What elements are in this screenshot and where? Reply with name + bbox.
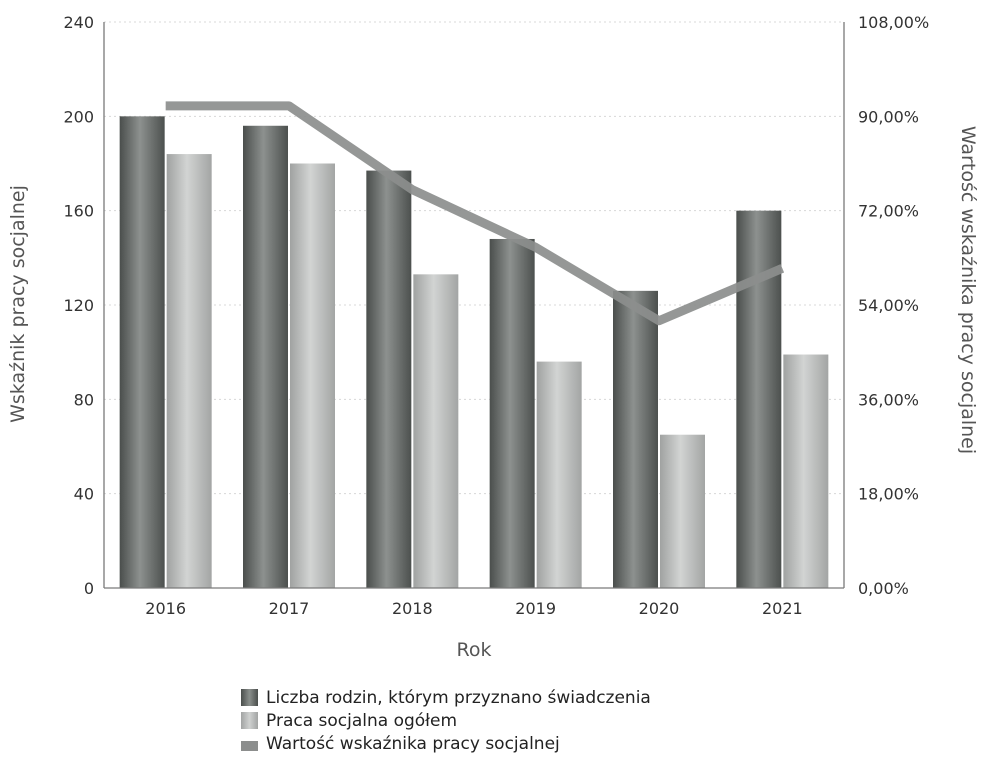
x-tick-label: 2019	[515, 599, 556, 618]
y2-tick-label: 0,00%	[858, 579, 909, 598]
bar-social-work-2019	[536, 361, 582, 588]
bars-layer	[119, 116, 829, 589]
legend-label-index: Wartość wskaźnika pracy socjalnej	[266, 733, 560, 754]
bar-social-work-2017	[290, 163, 335, 588]
left-axis-ticks: 0 40 80 120 160 200 240	[63, 13, 94, 598]
bar-families-2019	[489, 238, 535, 588]
combo-chart: 0 40 80 120 160 200 240 0,00% 18,00% 36,00% 54,00…	[7, 13, 979, 661]
x-tick-label: 2018	[392, 599, 433, 618]
index-line	[165, 101, 785, 326]
legend-swatch-index	[241, 740, 258, 751]
legend-item-families: Liczba rodzin, którym przyznano świadcze…	[241, 686, 651, 709]
legend-label-families: Liczba rodzin, którym przyznano świadcze…	[266, 687, 651, 708]
right-axis-ticks: 0,00% 18,00% 36,00% 54,00% 72,00% 90,00% 108,0…	[858, 13, 929, 598]
y2-axis-title: Wartość wskaźnika pracy socjalnej	[957, 126, 979, 454]
x-tick-label: 2016	[145, 599, 186, 618]
bar-families-2018	[366, 170, 412, 588]
line-layer	[165, 101, 785, 326]
y2-tick-label: 18,00%	[858, 485, 919, 504]
legend: Liczba rodzin, którym przyznano świadcze…	[241, 686, 651, 755]
y-tick-label: 160	[63, 202, 94, 221]
y-tick-label: 80	[74, 390, 94, 409]
y-tick-label: 0	[84, 579, 94, 598]
bar-social-work-2018	[413, 274, 459, 588]
bar-families-2016	[119, 116, 165, 588]
bar-social-work-2016	[166, 154, 212, 589]
y2-tick-label: 72,00%	[858, 202, 919, 221]
x-axis-title: Rok	[457, 639, 492, 661]
y2-tick-label: 90,00%	[858, 107, 919, 126]
axes-layer	[103, 22, 845, 589]
y2-tick-label: 108,00%	[858, 13, 929, 32]
y-tick-label: 120	[63, 296, 94, 315]
y-tick-label: 40	[74, 485, 94, 504]
y-axis-title: Wskaźnik pracy socjalnej	[7, 185, 29, 423]
legend-item-index: Wartość wskaźnika pracy socjalnej	[241, 732, 651, 755]
x-tick-label: 2020	[639, 599, 680, 618]
y-tick-label: 240	[63, 13, 94, 32]
y2-tick-label: 54,00%	[858, 296, 919, 315]
x-tick-label: 2017	[269, 599, 310, 618]
bar-social-work-2020	[660, 434, 705, 588]
legend-swatch-social-work	[241, 712, 258, 729]
x-tick-label: 2021	[762, 599, 803, 618]
bar-social-work-2021	[783, 354, 829, 588]
legend-label-social-work: Praca socjalna ogółem	[266, 710, 458, 731]
legend-swatch-families	[241, 689, 258, 706]
grid-lines	[104, 21, 844, 495]
y-tick-label: 200	[63, 107, 94, 126]
y2-tick-label: 36,00%	[858, 390, 919, 409]
x-axis-ticks: 2016 2017 2018 2019 2020 2021	[145, 599, 802, 618]
legend-item-social-work: Praca socjalna ogółem	[241, 709, 651, 732]
bar-families-2020	[613, 290, 658, 588]
bar-families-2017	[243, 125, 288, 589]
